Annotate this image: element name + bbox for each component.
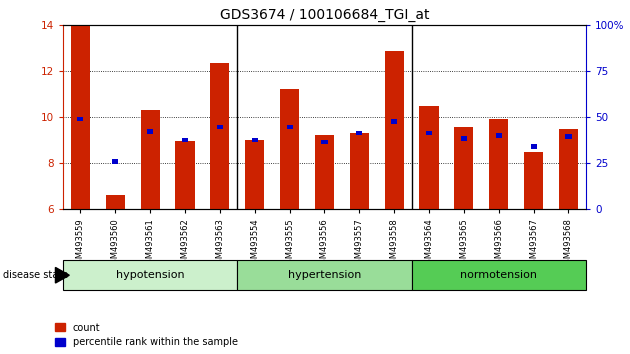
Bar xyxy=(356,131,362,135)
Bar xyxy=(210,63,229,209)
Bar xyxy=(496,133,502,138)
Bar xyxy=(384,51,404,209)
Bar xyxy=(530,144,537,149)
Bar xyxy=(350,133,369,209)
Bar xyxy=(140,110,160,209)
Bar xyxy=(461,136,467,141)
Text: hypertension: hypertension xyxy=(288,270,361,280)
Bar xyxy=(71,25,90,209)
Bar xyxy=(147,130,153,134)
Bar xyxy=(182,138,188,142)
Bar xyxy=(245,140,265,209)
Bar xyxy=(391,119,398,124)
Bar xyxy=(489,119,508,209)
Bar xyxy=(217,125,223,130)
Bar xyxy=(106,195,125,209)
Bar xyxy=(112,159,118,164)
Bar xyxy=(321,140,328,144)
Bar xyxy=(559,130,578,209)
Bar xyxy=(287,125,293,130)
Title: GDS3674 / 100106684_TGI_at: GDS3674 / 100106684_TGI_at xyxy=(220,8,429,22)
Text: hypotension: hypotension xyxy=(116,270,185,280)
Legend: count, percentile rank within the sample: count, percentile rank within the sample xyxy=(55,322,238,347)
Bar xyxy=(280,89,299,209)
Text: disease state: disease state xyxy=(3,270,68,280)
Bar xyxy=(524,153,543,209)
Bar xyxy=(454,127,474,209)
Bar xyxy=(251,138,258,142)
Bar xyxy=(420,107,438,209)
Bar xyxy=(315,135,334,209)
Bar xyxy=(175,141,195,209)
Text: normotension: normotension xyxy=(461,270,537,280)
Bar xyxy=(77,117,84,121)
Bar xyxy=(565,134,571,139)
Bar xyxy=(426,131,432,135)
